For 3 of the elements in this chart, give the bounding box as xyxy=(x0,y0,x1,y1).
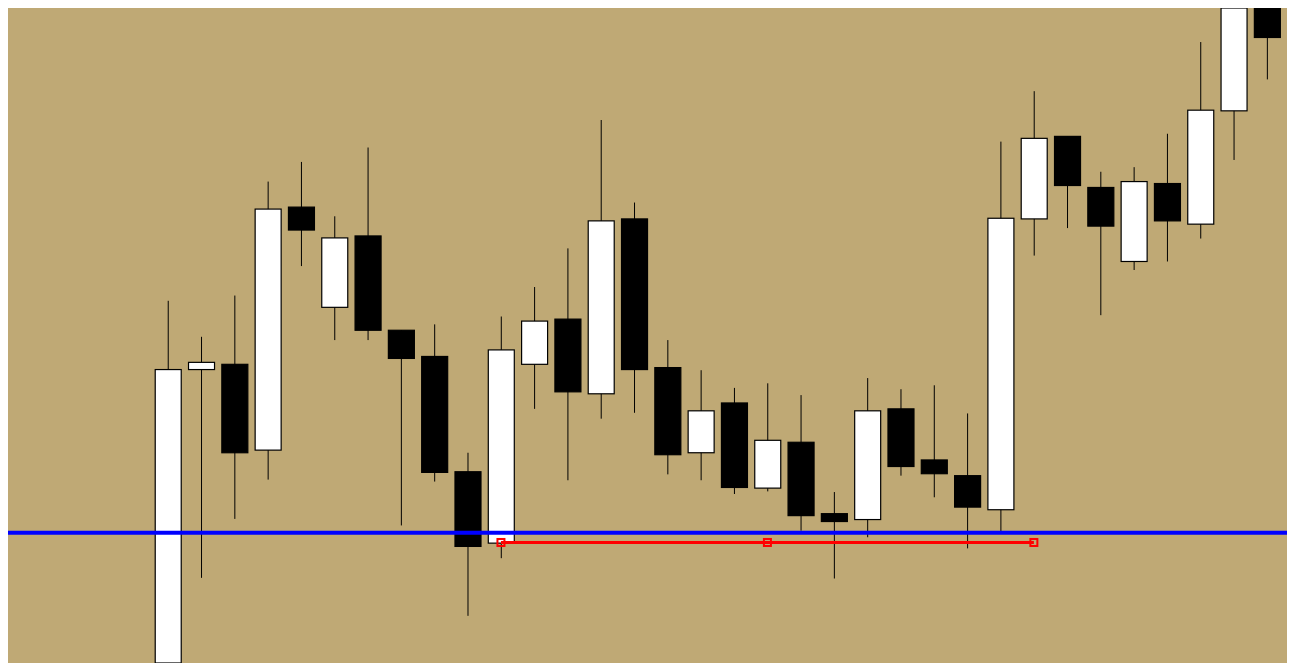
candlestick xyxy=(820,491,848,580)
candlestick xyxy=(920,384,948,498)
candlestick xyxy=(187,336,216,579)
